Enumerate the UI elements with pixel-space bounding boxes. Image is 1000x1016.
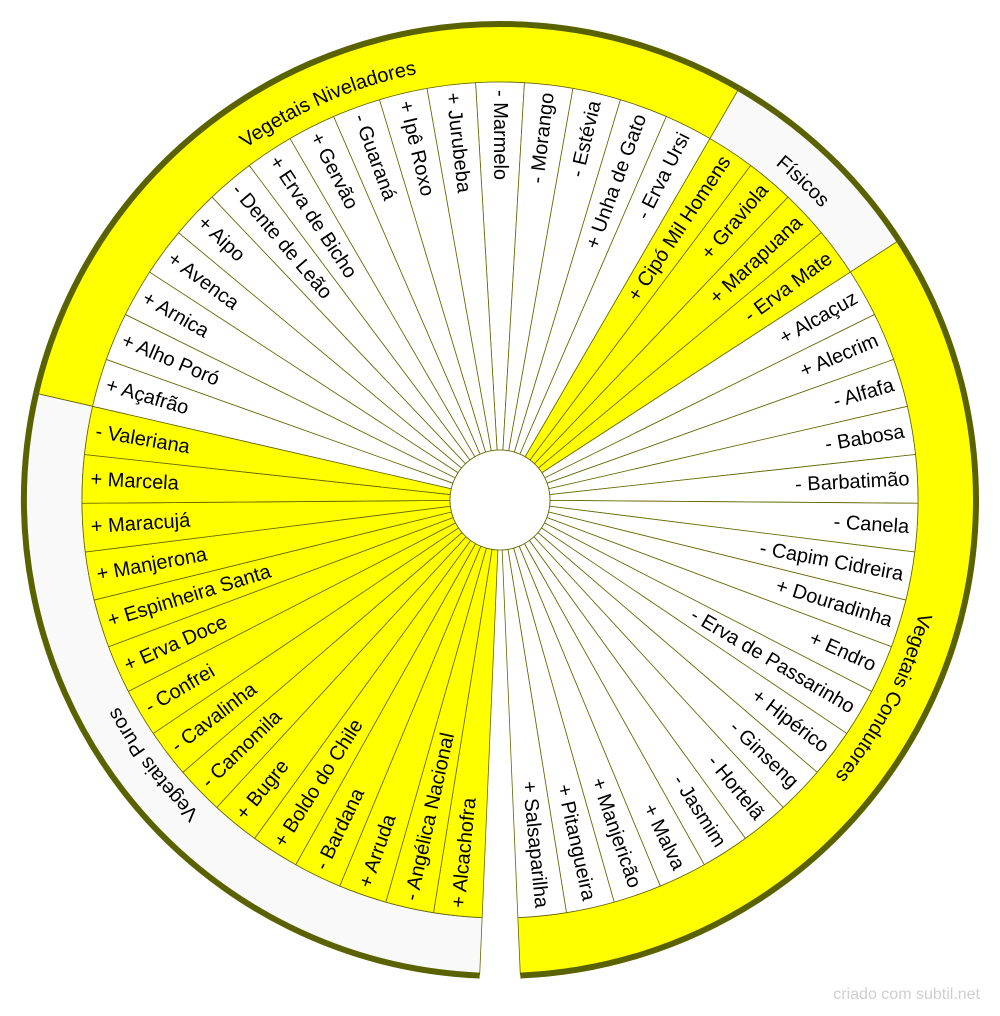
item-label: - Marmelo	[489, 90, 511, 180]
item-label: - Canela	[833, 511, 911, 538]
group-ring	[21, 21, 979, 979]
outer-border	[21, 392, 480, 979]
center-hub	[449, 449, 551, 551]
outer-border	[520, 238, 979, 979]
item-segments	[81, 81, 919, 919]
watermark: criado com subtil.net	[833, 986, 980, 1003]
outer-border	[737, 85, 902, 243]
outer-border	[33, 21, 741, 395]
item-label: + Marcela	[90, 468, 180, 494]
